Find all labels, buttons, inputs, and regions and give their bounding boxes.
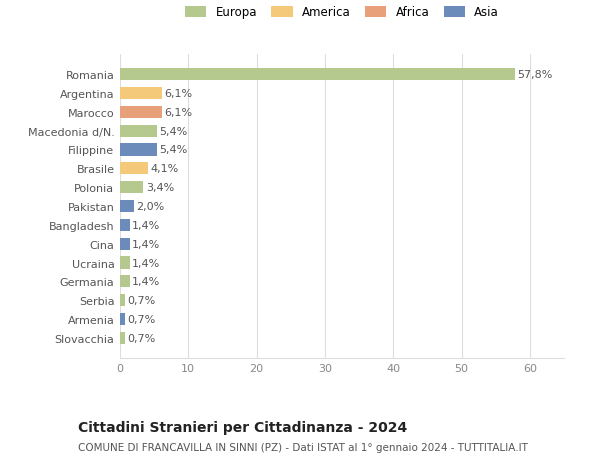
Bar [120,238,130,250]
Text: 6,1%: 6,1% [164,89,193,99]
Text: 4,1%: 4,1% [151,164,179,174]
Text: 0,7%: 0,7% [128,333,156,343]
Bar [120,257,130,269]
Text: 2,0%: 2,0% [136,202,164,212]
Bar [120,88,161,100]
Bar [120,313,125,325]
Text: 1,4%: 1,4% [132,277,161,287]
Bar [120,144,157,156]
Text: 0,7%: 0,7% [128,296,156,306]
Text: 3,4%: 3,4% [146,183,174,193]
Text: 57,8%: 57,8% [518,70,553,80]
Bar [120,332,125,344]
Text: 6,1%: 6,1% [164,107,193,118]
Text: 1,4%: 1,4% [132,258,161,268]
Text: 0,7%: 0,7% [128,314,156,325]
Text: 5,4%: 5,4% [160,126,188,136]
Bar [120,294,125,307]
Legend: Europa, America, Africa, Asia: Europa, America, Africa, Asia [185,6,499,19]
Bar [120,69,515,81]
Text: Cittadini Stranieri per Cittadinanza - 2024: Cittadini Stranieri per Cittadinanza - 2… [78,420,407,434]
Bar [120,106,161,119]
Bar [120,276,130,288]
Text: COMUNE DI FRANCAVILLA IN SINNI (PZ) - Dati ISTAT al 1° gennaio 2024 - TUTTITALIA: COMUNE DI FRANCAVILLA IN SINNI (PZ) - Da… [78,442,528,452]
Text: 1,4%: 1,4% [132,220,161,230]
Text: 5,4%: 5,4% [160,145,188,155]
Text: 1,4%: 1,4% [132,239,161,249]
Bar [120,125,157,137]
Bar [120,182,143,194]
Bar [120,163,148,175]
Bar [120,201,134,213]
Bar [120,219,130,231]
